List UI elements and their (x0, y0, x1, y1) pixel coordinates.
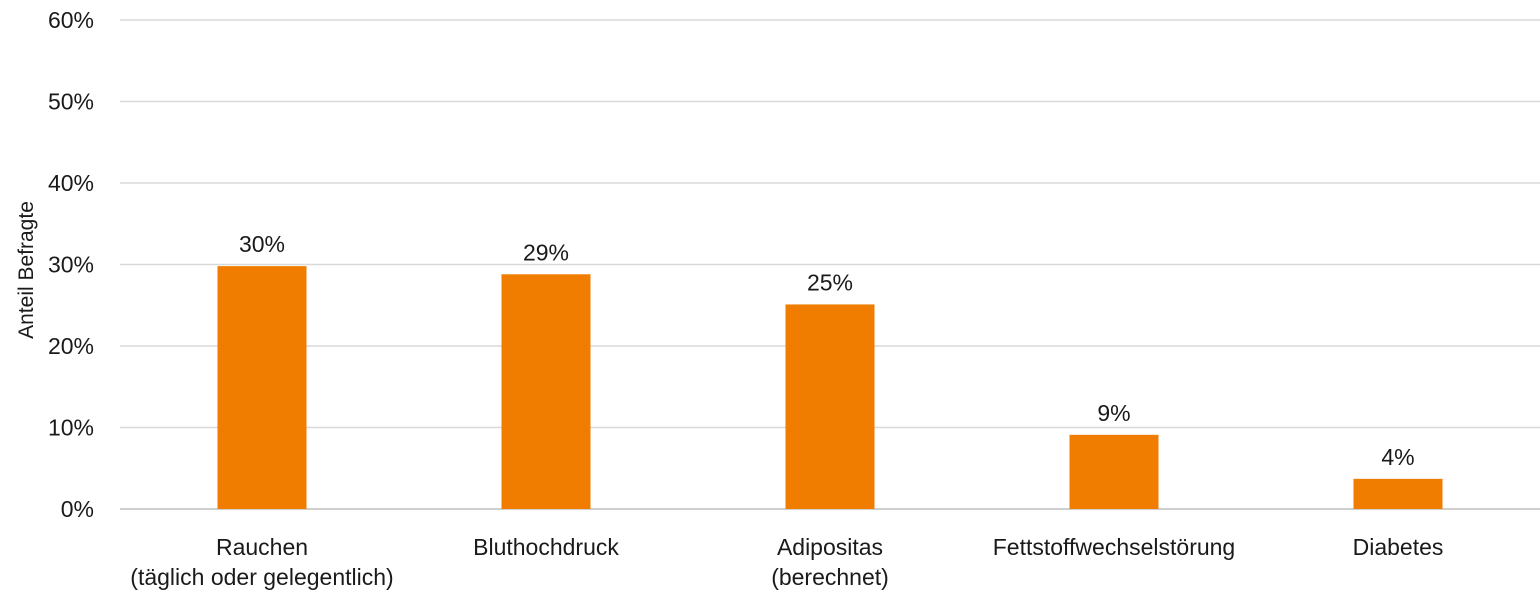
bar (1069, 434, 1159, 509)
data-label: 25% (807, 269, 853, 295)
category-label: Bluthochdruck (473, 534, 619, 560)
y-tick-label: 30% (48, 252, 94, 278)
data-label: 9% (1097, 400, 1130, 426)
y-axis-title: Anteil Befragte (15, 201, 38, 339)
y-tick-label: 10% (48, 415, 94, 441)
data-label: 29% (523, 239, 569, 265)
bar (501, 274, 591, 509)
y-tick-label: 40% (48, 170, 94, 196)
data-label: 30% (239, 231, 285, 257)
bar (785, 304, 875, 509)
y-tick-label: 50% (48, 89, 94, 115)
category-label: Diabetes (1353, 534, 1444, 560)
y-tick-label: 0% (61, 496, 94, 522)
data-labels: 30% 29% 25% 9% 4% (239, 231, 1415, 470)
category-label: (berechnet) (771, 564, 889, 590)
category-label: Fettstoffwechselstörung (993, 534, 1235, 560)
category-label: Adipositas (777, 534, 883, 560)
y-tick-label: 20% (48, 333, 94, 359)
data-label: 4% (1381, 444, 1414, 470)
bar (1353, 478, 1443, 509)
category-label: Rauchen (216, 534, 308, 560)
bars (217, 266, 1443, 509)
x-axis-categories: Rauchen (täglich oder gelegentlich) Blutho… (130, 534, 1443, 590)
bar (217, 266, 307, 509)
category-label: (täglich oder gelegentlich) (130, 564, 393, 590)
y-tick-label: 60% (48, 7, 94, 33)
y-axis-ticks: 0% 10% 20% 30% 40% 50% 60% (48, 7, 94, 522)
